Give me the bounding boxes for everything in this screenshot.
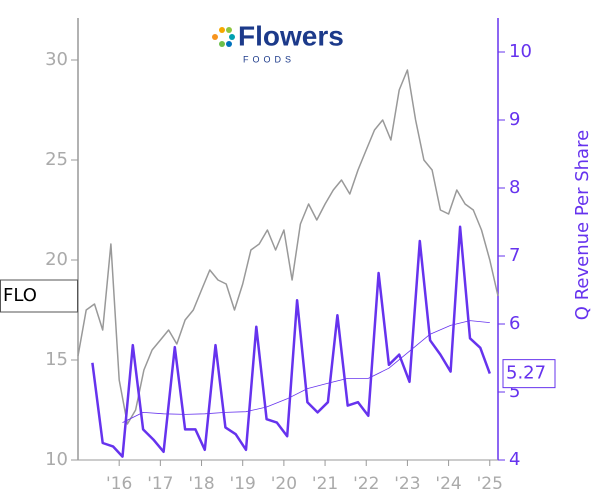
x-tick-label: '25 [477,474,503,494]
logo-icon [212,27,235,47]
last-value-label: 5.27 [506,363,546,384]
y2-tick-label: 6 [509,313,520,334]
x-tick-label: '19 [230,474,256,494]
y2-tick-label: 5 [509,381,520,402]
y-tick-label: 25 [45,149,68,170]
y-tick-label: 20 [45,249,68,270]
y2-tick-label: 9 [509,109,520,130]
last-value-box [502,359,556,389]
y-tick-label: 30 [45,49,68,70]
y-tick-label: 15 [45,349,68,370]
logo-sub: FOODS [243,54,295,64]
x-tick-label: '16 [106,474,132,494]
y2-axis-title: Q Revenue Per Share [572,130,593,320]
ticker-label: FLO [3,285,37,306]
ticker-box [0,279,78,313]
y2-tick-label: 4 [509,449,520,470]
x-tick-label: '22 [353,474,379,494]
y-tick-label: 10 [45,449,68,470]
x-tick-label: '24 [435,474,461,494]
y2-tick-label: 7 [509,245,520,266]
logo: Flowers FOODS [212,20,344,64]
series-line [91,225,491,458]
y2-tick-label: 8 [509,177,520,198]
logo-name: Flowers [238,20,344,51]
x-tick-label: '23 [394,474,420,494]
y2-tick-label: 10 [509,41,532,62]
x-tick-label: '21 [312,474,338,494]
series-line [77,69,499,425]
x-tick-label: '18 [188,474,214,494]
series-line [122,320,490,423]
x-tick-label: '17 [147,474,173,494]
x-tick-label: '20 [271,474,297,494]
